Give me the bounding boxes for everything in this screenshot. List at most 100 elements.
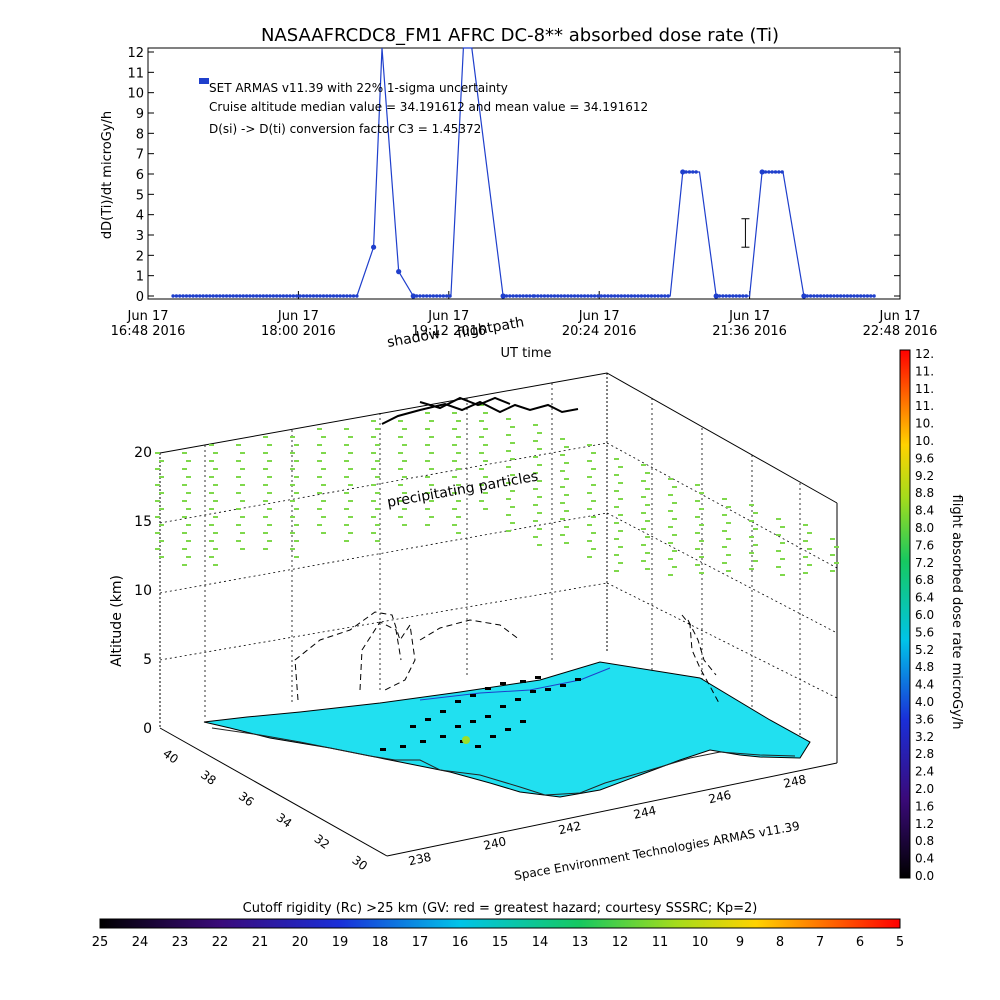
rigidity-colorbar-tick: 12 [612, 935, 629, 950]
data-point [501, 294, 505, 298]
data-point [434, 294, 439, 298]
longitude-tick-label: 248 [782, 772, 807, 790]
data-point [335, 294, 339, 298]
dose-colorbar-tick: 6.4 [915, 591, 934, 605]
data-point [521, 294, 525, 298]
top-x-axis-label: UT time [501, 346, 552, 361]
data-point [532, 294, 537, 298]
data-point [345, 294, 349, 298]
data-point [508, 294, 512, 298]
data-point [582, 294, 587, 298]
data-point [244, 294, 249, 298]
dose-colorbar-tick: 10. [915, 434, 934, 448]
data-point [659, 294, 664, 298]
flightpath-point [470, 694, 476, 697]
altitude-tick-label: 20 [134, 445, 152, 461]
data-point [264, 294, 269, 298]
dose-colorbar-tick: 2.8 [915, 747, 934, 761]
data-point [211, 294, 215, 298]
dose-colorbar-tick: 7.2 [915, 556, 934, 570]
dose-colorbar-tick: 6.0 [915, 608, 934, 622]
data-point [428, 294, 432, 298]
altitude-tick-label: 10 [134, 583, 152, 599]
data-point [224, 294, 229, 298]
data-point [295, 294, 299, 298]
data-point [504, 294, 509, 298]
flightpath-point [505, 728, 511, 731]
data-point [178, 294, 182, 298]
latitude-tick-label: 32 [312, 832, 333, 852]
shadow-curtain [294, 611, 721, 706]
data-point [849, 294, 853, 298]
data-point [805, 294, 809, 298]
data-point [845, 294, 850, 298]
data-point [818, 294, 823, 298]
data-point [371, 244, 377, 250]
data-point [248, 294, 252, 298]
dose-colorbar-tick: 5.2 [915, 643, 934, 657]
data-point [770, 170, 774, 174]
flightpath-point [500, 682, 506, 685]
dose-colorbar-tick: 2.4 [915, 765, 934, 779]
flightpath-point [400, 745, 406, 748]
longitude-tick-label: 240 [482, 834, 507, 852]
flightpath-point [485, 687, 491, 690]
data-point [656, 294, 660, 298]
flightpath-trace [380, 676, 581, 751]
rigidity-colorbar-tick: 22 [212, 935, 229, 950]
data-point [744, 294, 748, 298]
data-point [441, 294, 446, 298]
data-point [396, 269, 402, 275]
data-point [539, 294, 543, 298]
x-tick-label: Jun 17 [879, 309, 921, 324]
latitude-tick-label: 40 [160, 746, 181, 766]
dose-colorbar-tick: 12. [915, 347, 934, 361]
annotation-line-2: Cruise altitude median value = 34.191612… [209, 100, 648, 114]
rigidity-colorbar-gradient [99, 918, 901, 929]
x-tick-label: Jun 17 [728, 309, 770, 324]
data-point [815, 294, 819, 298]
flightpath-point [535, 676, 541, 679]
data-point [663, 294, 667, 298]
data-point [734, 294, 738, 298]
data-point [231, 294, 235, 298]
x-tick-label: 19:12 2016 [411, 324, 486, 339]
dose-colorbar-tick: 0.4 [915, 852, 934, 866]
legend-marker [199, 78, 209, 84]
data-point [859, 294, 863, 298]
data-point [619, 294, 624, 298]
data-point [355, 294, 359, 298]
data-point [298, 294, 302, 298]
y-tick-label: 6 [136, 168, 144, 183]
dose-colorbar-tick: 2.0 [915, 782, 934, 796]
dose-colorbar-tick: 0.0 [915, 869, 934, 883]
dose-colorbar-tick: 1.2 [915, 817, 934, 831]
data-point [308, 294, 312, 298]
flightpath-point [485, 715, 491, 718]
data-point [653, 294, 657, 298]
data-point [181, 294, 185, 298]
flightpath-point [440, 710, 446, 713]
rigidity-colorbar-tick: 19 [332, 935, 349, 950]
latitude-axis: 30 32 34 36 38 40 [160, 746, 370, 873]
data-point [687, 170, 692, 174]
longitude-tick-label: 242 [557, 819, 582, 837]
data-point [629, 294, 634, 298]
data-point [865, 294, 870, 298]
rigidity-colorbar-tick: 6 [856, 935, 864, 950]
data-point [727, 294, 732, 298]
data-point [773, 170, 778, 174]
data-point [204, 294, 209, 298]
label-precipitating-particles: precipitating particles [386, 469, 540, 511]
data-point [431, 294, 436, 298]
data-point [421, 294, 426, 298]
dose-colorbar-tick: 4.4 [915, 678, 934, 692]
data-point [511, 294, 515, 298]
flightpath-point [515, 698, 521, 701]
data-point [221, 294, 225, 298]
data-point [198, 294, 202, 298]
dose-colorbar-gradient [899, 349, 911, 879]
data-point [254, 294, 259, 298]
latitude-tick-label: 34 [274, 810, 295, 830]
dose-colorbar-tick: 8.4 [915, 504, 934, 518]
